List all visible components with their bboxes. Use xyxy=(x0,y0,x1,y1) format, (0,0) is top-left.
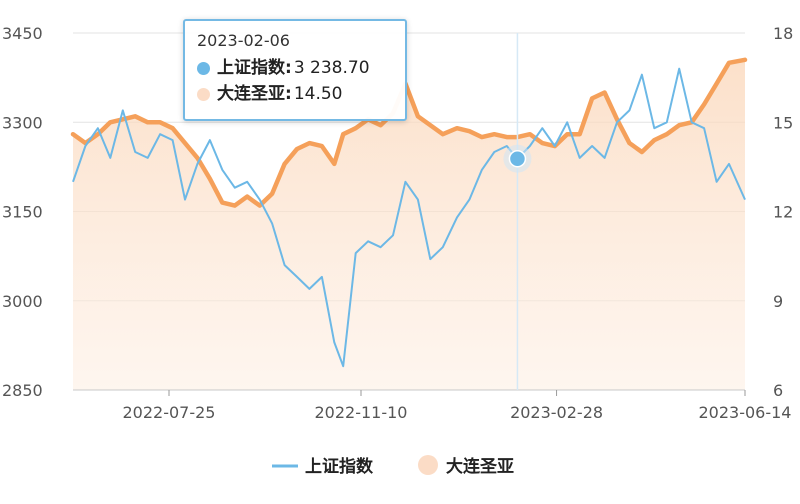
tooltip-value-shanghai: 3 238.70 xyxy=(293,58,370,78)
tooltip-label-dalian: 大连圣亚 xyxy=(217,84,285,104)
y-right-tick-label: 12 xyxy=(773,203,793,222)
y-left-tick-label: 3150 xyxy=(2,203,43,222)
tooltip-row-shanghai: 上证指数 : 3 238.70 xyxy=(197,55,393,81)
y-left-tick-label: 3300 xyxy=(2,113,43,132)
hover-point xyxy=(508,149,527,168)
hover-layer xyxy=(503,33,532,390)
y-left-tick-label: 3450 xyxy=(2,24,43,43)
tooltip-dot-dalian xyxy=(197,87,210,101)
y-right-tick-label: 15 xyxy=(773,113,793,132)
y-left-tick-label: 2850 xyxy=(2,381,43,400)
tooltip-label-shanghai: 上证指数 xyxy=(217,58,285,78)
tooltip-colon: : xyxy=(285,58,292,78)
legend-label-dalian[interactable]: 大连圣亚 xyxy=(446,456,514,477)
x-tick-label: 2022-07-25 xyxy=(123,403,216,422)
tooltip-date: 2023-02-06 xyxy=(197,31,290,50)
tooltip-row-dalian: 大连圣亚 : 14.50 xyxy=(197,81,393,107)
legend[interactable]: 上证指数 大连圣亚 xyxy=(272,455,514,477)
tooltip-dot-shanghai xyxy=(197,61,210,75)
tooltip-colon: : xyxy=(285,84,292,104)
y-right-tick-label: 9 xyxy=(773,292,783,311)
y-right-tick-label: 18 xyxy=(773,24,793,43)
axes: 2850 3000 3150 3300 3450 6 9 12 15 18 2022-07-25 20… xyxy=(2,24,793,422)
x-tick-label: 2022-11-10 xyxy=(315,403,408,422)
series-line-shanghai xyxy=(72,67,746,368)
tooltip: 2023-02-06 上证指数 : 3 238.70 大连圣亚 : 14.50 xyxy=(183,19,407,121)
y-right-tick-label: 6 xyxy=(773,381,783,400)
x-tick-label: 2023-02-28 xyxy=(510,403,603,422)
legend-marker-dalian[interactable] xyxy=(418,455,438,475)
x-tick-label: 2023-06-14 xyxy=(699,403,792,422)
legend-label-shanghai[interactable]: 上证指数 xyxy=(305,456,374,477)
series-layer xyxy=(70,57,748,391)
y-left-tick-label: 3000 xyxy=(2,292,43,311)
series-area-dalian xyxy=(73,59,745,391)
tooltip-value-dalian: 14.50 xyxy=(293,84,343,104)
